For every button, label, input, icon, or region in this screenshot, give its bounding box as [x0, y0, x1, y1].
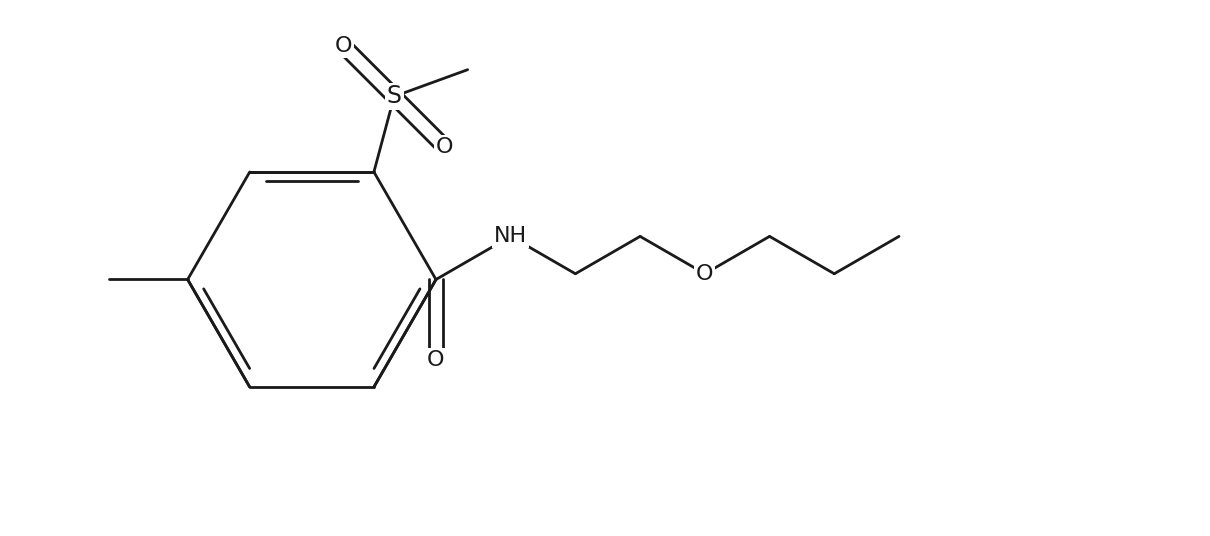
Text: O: O — [427, 350, 445, 370]
Text: O: O — [436, 137, 454, 157]
Text: S: S — [387, 85, 402, 108]
Text: NH: NH — [494, 226, 528, 247]
Text: O: O — [696, 264, 714, 284]
Text: O: O — [335, 36, 352, 56]
